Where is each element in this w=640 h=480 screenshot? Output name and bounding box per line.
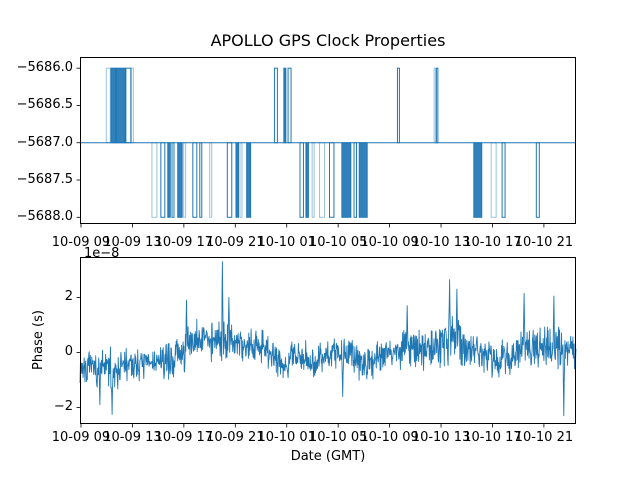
top-x-tick-label: 10-10 17 [463, 235, 522, 250]
chart-title: APOLLO GPS Clock Properties [210, 31, 446, 50]
top-x-tick-label: 10-10 21 [514, 235, 574, 250]
bottom-x-tick-label: 10-10 21 [514, 430, 574, 445]
bottom-x-tick-label: 10-10 09 [360, 430, 419, 445]
bottom-x-tick-label: 10-09 13 [103, 430, 162, 445]
bottom-x-tick-label: 10-09 09 [51, 430, 111, 445]
top-y-tick-label: −5686.5 [16, 97, 73, 113]
bottom-x-tick-label: 10-10 17 [463, 430, 522, 445]
top-y-tick-label: −5686.0 [16, 60, 73, 76]
bottom-y-tick-label: 0 [64, 344, 73, 360]
top-x-tick-label: 10-10 05 [308, 235, 368, 250]
top-ylabel-clipped: DAC [0, 131, 4, 159]
top-y-tick-label: −5687.0 [16, 134, 73, 150]
top-x-tick-label: 10-09 21 [206, 235, 265, 250]
bottom-chart-plot-area [76, 257, 577, 428]
top-x-tick-label: 10-10 01 [257, 235, 316, 250]
top-chart-plot-area [76, 57, 576, 228]
top-x-tick-label: 10-10 09 [360, 235, 419, 250]
bottom-x-tick-label: 10-10 05 [308, 430, 368, 445]
top-y-tick-label: −5688.0 [16, 209, 73, 225]
top-x-tick-label: 10-09 17 [154, 235, 214, 250]
bottom-x-tick-label: 10-09 21 [206, 430, 265, 445]
top-y-tick-label: −5687.5 [16, 172, 73, 187]
top-x-tick-label: 10-10 13 [411, 235, 471, 250]
top-x-tick-label: 10-09 13 [103, 235, 162, 250]
bottom-y-tick-label: −2 [53, 399, 73, 415]
bottom-y-tick-label: 2 [64, 289, 73, 305]
top-x-tick-label: 10-09 09 [51, 235, 111, 250]
date-xlabel: Date (GMT) [290, 449, 366, 464]
bottom-x-tick-label: 10-10 13 [411, 430, 471, 445]
bottom-x-tick-label: 10-10 01 [257, 430, 316, 445]
bottom-x-tick-label: 10-09 17 [154, 430, 214, 445]
phase-ylabel: Phase (s) [31, 310, 46, 370]
